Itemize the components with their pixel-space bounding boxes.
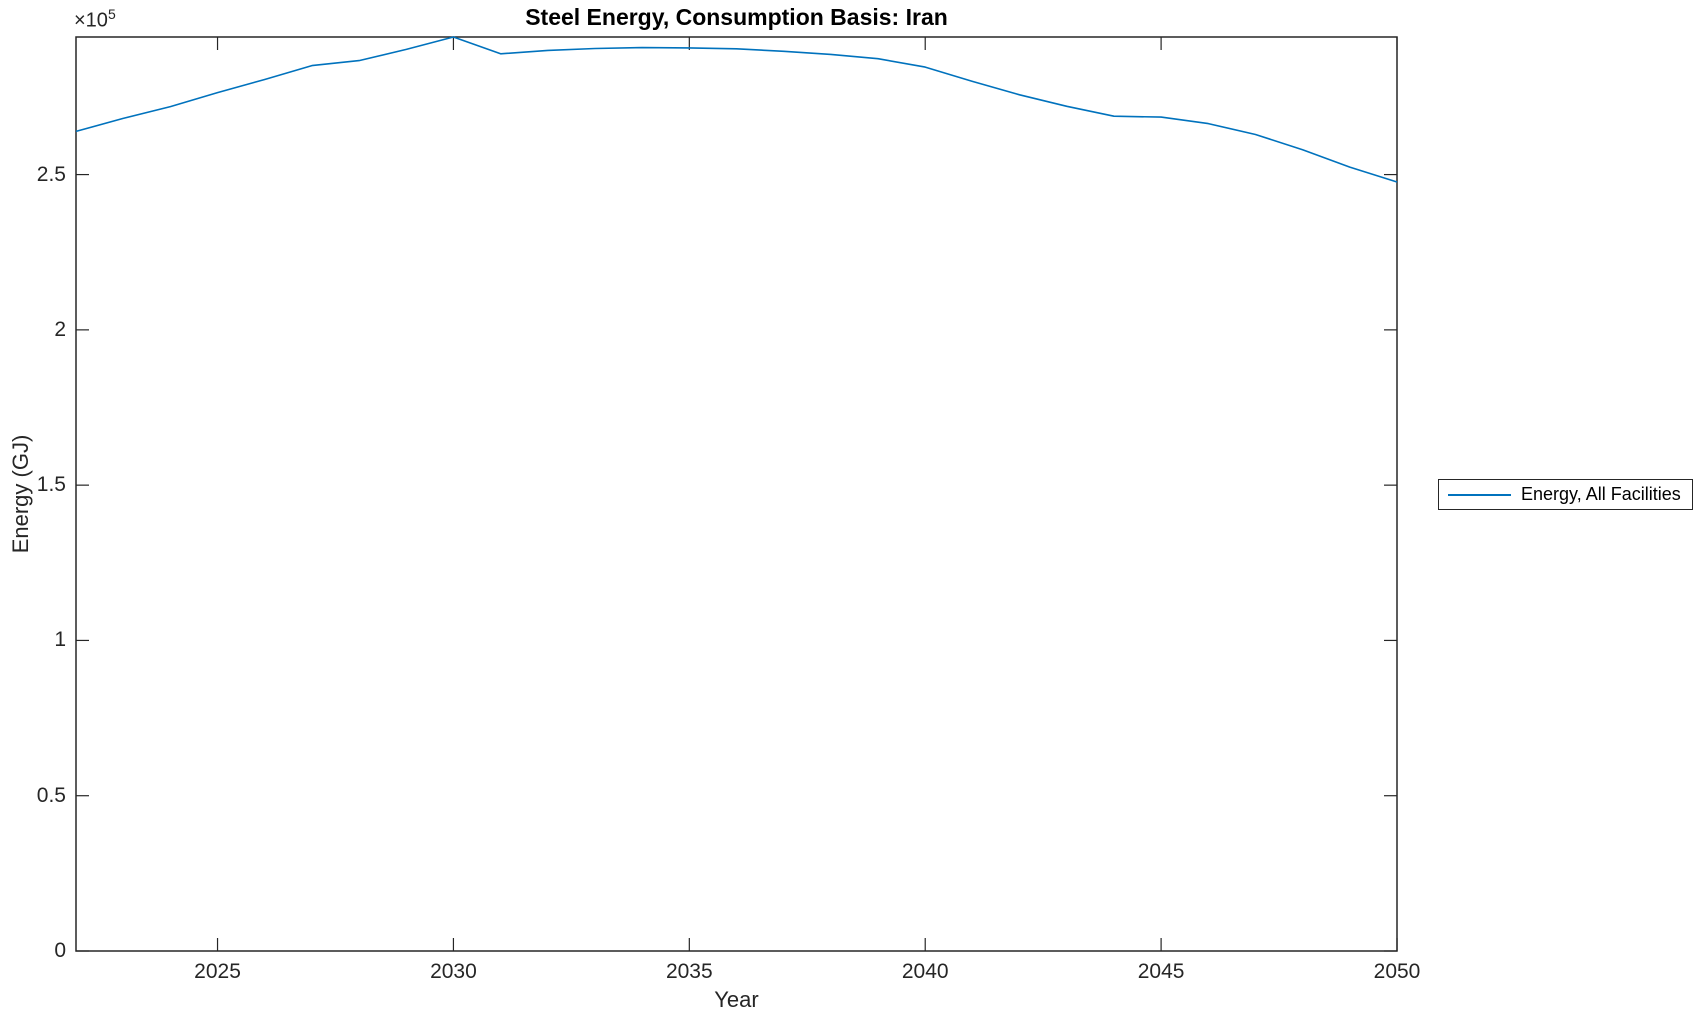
- x-tick-label: 2040: [901, 960, 949, 983]
- y-tick-label: 0.5: [36, 783, 66, 807]
- x-tick-label: 2045: [1137, 960, 1185, 983]
- y-axis-exponent-base: ×10: [74, 9, 108, 32]
- legend-line-sample-icon: [1448, 493, 1511, 496]
- legend-label: Energy, All Facilities: [1521, 484, 1681, 504]
- x-tick-label: 2030: [430, 960, 477, 983]
- y-axis-exponent: ×105: [74, 6, 116, 33]
- x-tick-label: 2025: [194, 960, 241, 983]
- axes-box: [75, 36, 1398, 952]
- y-tick-label: 1.5: [36, 473, 66, 497]
- y-axis-label: Energy (GJ): [8, 434, 33, 554]
- legend: Energy, All Facilities: [1438, 479, 1693, 510]
- chart-title: Steel Energy, Consumption Basis: Iran: [525, 4, 948, 30]
- x-tick-label: 2035: [665, 960, 713, 983]
- y-tick-label: 1: [54, 628, 66, 652]
- y-tick-label: 2.5: [36, 162, 66, 186]
- y-axis-exponent-power: 5: [107, 6, 116, 22]
- data-line-Energy, All Facilities: [75, 36, 1398, 183]
- x-tick-label: 2050: [1373, 960, 1421, 983]
- x-axis-label: Year: [714, 987, 759, 1012]
- y-tick-label: 2: [54, 317, 66, 341]
- y-tick-label: 0: [54, 939, 66, 962]
